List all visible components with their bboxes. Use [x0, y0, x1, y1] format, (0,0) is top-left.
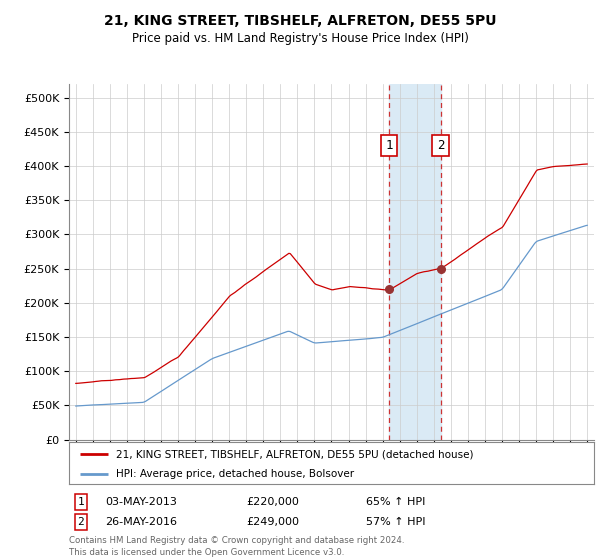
Text: £220,000: £220,000: [246, 497, 299, 507]
Text: 65% ↑ HPI: 65% ↑ HPI: [366, 497, 425, 507]
Text: £249,000: £249,000: [246, 517, 299, 527]
Text: 21, KING STREET, TIBSHELF, ALFRETON, DE55 5PU: 21, KING STREET, TIBSHELF, ALFRETON, DE5…: [104, 14, 496, 28]
Text: 21, KING STREET, TIBSHELF, ALFRETON, DE55 5PU (detached house): 21, KING STREET, TIBSHELF, ALFRETON, DE5…: [116, 449, 474, 459]
Text: 1: 1: [77, 497, 85, 507]
Text: 03-MAY-2013: 03-MAY-2013: [105, 497, 177, 507]
Text: Contains HM Land Registry data © Crown copyright and database right 2024.
This d: Contains HM Land Registry data © Crown c…: [69, 536, 404, 557]
Bar: [389, 84, 440, 440]
Text: Price paid vs. HM Land Registry's House Price Index (HPI): Price paid vs. HM Land Registry's House …: [131, 32, 469, 45]
Text: 26-MAY-2016: 26-MAY-2016: [105, 517, 177, 527]
Text: 57% ↑ HPI: 57% ↑ HPI: [366, 517, 425, 527]
Text: 2: 2: [77, 517, 85, 527]
Text: HPI: Average price, detached house, Bolsover: HPI: Average price, detached house, Bols…: [116, 469, 355, 479]
Text: 2: 2: [437, 139, 445, 152]
Text: 1: 1: [385, 139, 392, 152]
